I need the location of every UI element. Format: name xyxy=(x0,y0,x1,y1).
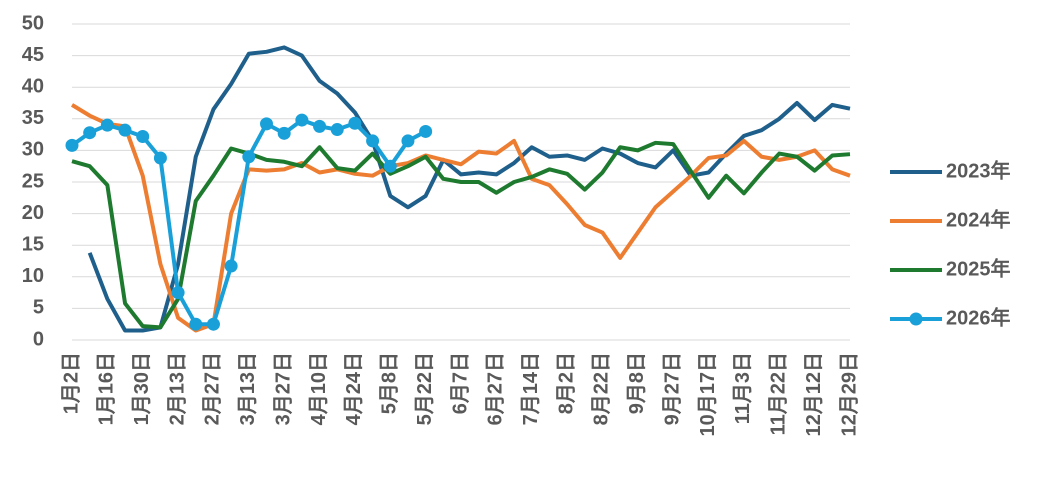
series-marker xyxy=(260,117,273,131)
x-tick-label: 3月13日 xyxy=(237,352,259,425)
y-tick-label: 40 xyxy=(22,75,44,97)
series-marker xyxy=(189,317,203,331)
x-tick-label: 1月16日 xyxy=(96,352,118,425)
x-tick-label: 11月22日 xyxy=(768,352,790,435)
series-marker xyxy=(330,123,344,137)
series-marker xyxy=(383,159,397,173)
series-marker xyxy=(153,151,167,165)
x-tick-label: 3月27日 xyxy=(272,352,294,425)
y-tick-label: 5 xyxy=(33,297,44,319)
x-tick-label: 1月2日 xyxy=(60,352,82,414)
series-marker xyxy=(401,134,415,148)
x-tick-label: 8月22日 xyxy=(591,352,613,425)
x-tick-label: 5月8日 xyxy=(379,352,401,414)
y-tick-label: 45 xyxy=(22,44,44,66)
x-tick-label: 12月12日 xyxy=(803,352,825,437)
x-tick-label: 4月10日 xyxy=(308,352,330,425)
series-marker xyxy=(419,124,433,138)
series-marker xyxy=(171,286,185,300)
x-tick-label: 2月27日 xyxy=(202,352,224,425)
x-tick-label: 6月27日 xyxy=(485,352,507,425)
x-tick-label: 2月13日 xyxy=(166,352,188,425)
x-tick-label: 12月29日 xyxy=(838,352,860,437)
series-marker xyxy=(83,126,97,140)
series-marker xyxy=(313,119,327,133)
y-tick-label: 35 xyxy=(22,107,44,129)
x-tick-label: 11月3日 xyxy=(732,352,754,424)
legend-label: 2025年 xyxy=(946,256,1011,280)
y-tick-label: 10 xyxy=(22,265,44,287)
series-marker xyxy=(136,129,150,143)
series-marker xyxy=(118,123,132,137)
y-tick-label: 30 xyxy=(22,139,44,161)
y-tick-label: 0 xyxy=(33,328,44,350)
series-line xyxy=(70,103,851,333)
legend-label: 2026年 xyxy=(946,305,1011,329)
legend-marker xyxy=(909,312,923,326)
series-marker xyxy=(366,134,380,148)
legend-label: 2023年 xyxy=(946,158,1011,182)
legend-label: 2024年 xyxy=(946,207,1011,231)
x-tick-label: 9月8日 xyxy=(626,352,648,414)
series-marker xyxy=(65,138,79,152)
series-marker xyxy=(100,118,114,132)
series-marker xyxy=(348,116,362,130)
series-marker xyxy=(224,259,238,273)
x-tick-label: 4月24日 xyxy=(343,352,365,425)
x-tick-label: 1月30日 xyxy=(131,352,153,425)
series-marker xyxy=(277,126,291,140)
series-marker xyxy=(295,113,309,127)
y-tick-label: 15 xyxy=(22,233,44,255)
y-tick-label: 25 xyxy=(22,170,44,192)
x-tick-label: 7月14日 xyxy=(520,352,542,425)
x-tick-label: 9月27日 xyxy=(661,352,683,425)
x-tick-label: 5月22日 xyxy=(414,352,436,425)
series-marker xyxy=(206,317,220,331)
x-tick-label: 6月7日 xyxy=(449,352,471,414)
y-tick-label: 20 xyxy=(22,202,44,224)
series-marker xyxy=(242,150,256,164)
y-tick-label: 50 xyxy=(22,12,44,34)
series-line xyxy=(71,140,851,330)
x-tick-label: 10月17日 xyxy=(697,352,719,437)
x-tick-label: 8月2日 xyxy=(555,352,577,414)
